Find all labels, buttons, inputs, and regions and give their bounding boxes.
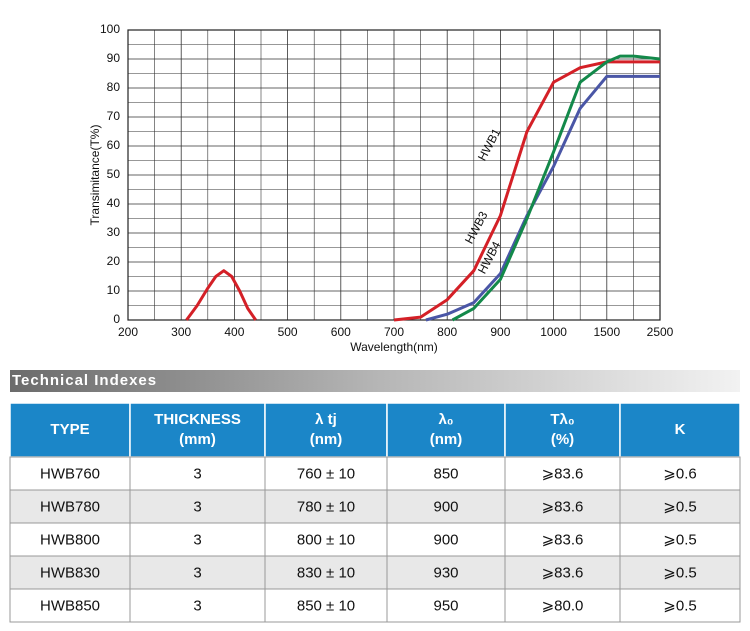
x-tick-label: 900 <box>490 325 510 339</box>
y-tick-label: 70 <box>107 109 121 123</box>
cell-text: 3 <box>193 498 201 515</box>
cell-text: 800 ± 10 <box>297 531 355 548</box>
section-title: Technical Indexes <box>12 372 157 389</box>
y-tick-label: 50 <box>107 167 121 181</box>
header-text: λ tj <box>315 411 337 428</box>
cell-text: HWB760 <box>40 465 100 482</box>
y-tick-label: 60 <box>107 138 121 152</box>
cell-text: HWB850 <box>40 597 100 614</box>
y-tick-label: 0 <box>113 312 120 326</box>
x-tick-label: 400 <box>224 325 244 339</box>
series-line <box>185 60 660 322</box>
table-cell <box>9 522 131 557</box>
curve-label: HWB3 <box>462 209 491 246</box>
header-text: (nm) <box>430 431 463 448</box>
table-cell <box>264 489 388 524</box>
cell-text: HWB830 <box>40 564 100 581</box>
cell-text: ⩾83.6 <box>542 564 584 581</box>
header-text: (mm) <box>179 431 216 448</box>
x-tick-label: 200 <box>118 325 138 339</box>
y-tick-label: 80 <box>107 80 121 94</box>
cell-text: 930 <box>433 564 458 581</box>
table-cell <box>9 489 131 524</box>
cell-text: ⩾0.5 <box>663 531 696 548</box>
y-tick-label: 20 <box>107 254 121 268</box>
cell-text: ⩾0.5 <box>663 597 696 614</box>
x-axis-label: Wavelength(nm) <box>350 340 438 354</box>
y-tick-label: 90 <box>107 51 121 65</box>
header-text: TYPE <box>50 421 89 438</box>
header-text: λ₀ <box>438 411 453 428</box>
x-tick-label: 800 <box>437 325 457 339</box>
table-cell <box>504 456 621 491</box>
cell-text: 850 ± 10 <box>297 597 355 614</box>
table-cell <box>619 522 741 557</box>
table-cell <box>264 555 388 590</box>
cell-text: 780 ± 10 <box>297 498 355 515</box>
table-cell <box>9 588 131 623</box>
table-cell <box>386 555 506 590</box>
y-tick-label: 10 <box>107 283 121 297</box>
y-tick-label: 30 <box>107 225 121 239</box>
x-tick-label: 600 <box>331 325 351 339</box>
cell-text: 3 <box>193 531 201 548</box>
cell-text: ⩾83.6 <box>542 498 584 515</box>
header-cell <box>129 402 266 458</box>
cell-text: 3 <box>193 564 201 581</box>
table-cell <box>504 489 621 524</box>
x-tick-label: 300 <box>171 325 191 339</box>
table-cell <box>619 456 741 491</box>
cell-text: ⩾83.6 <box>542 465 584 482</box>
cell-text: ⩾80.0 <box>542 597 584 614</box>
table-cell <box>386 588 506 623</box>
table-cell <box>264 456 388 491</box>
cell-text: ⩾0.5 <box>663 498 696 515</box>
header-cell <box>504 402 621 458</box>
y-axis-label: Transimitance(T%) <box>88 125 102 226</box>
table-cell <box>504 588 621 623</box>
header-cell <box>386 402 506 458</box>
cell-text: 830 ± 10 <box>297 564 355 581</box>
y-tick-label: 40 <box>107 196 121 210</box>
series-line <box>451 54 661 322</box>
table-cell <box>129 456 266 491</box>
header-text: (nm) <box>310 431 343 448</box>
table-cell <box>386 489 506 524</box>
cell-text: 950 <box>433 597 458 614</box>
cell-text: HWB800 <box>40 531 100 548</box>
header-text: Tλ₀ <box>550 411 574 428</box>
header-text: (%) <box>551 431 574 448</box>
table-cell <box>619 588 741 623</box>
cell-text: 760 ± 10 <box>297 465 355 482</box>
cell-text: ⩾0.6 <box>663 465 696 482</box>
cell-text: 3 <box>193 597 201 614</box>
table-cell <box>264 588 388 623</box>
cell-text: 900 <box>433 531 458 548</box>
table-cell <box>9 456 131 491</box>
x-tick-label: 500 <box>278 325 298 339</box>
header-text: K <box>675 421 686 438</box>
cell-text: 900 <box>433 498 458 515</box>
cell-text: HWB780 <box>40 498 100 515</box>
x-tick-label: 700 <box>384 325 404 339</box>
cell-text: 3 <box>193 465 201 482</box>
table-cell <box>619 555 741 590</box>
cell-text: 850 <box>433 465 458 482</box>
table-cell <box>386 456 506 491</box>
x-tick-label: 2500 <box>647 325 674 339</box>
section-banner <box>10 370 740 392</box>
x-tick-label: 1500 <box>593 325 620 339</box>
y-tick-label: 100 <box>100 22 120 36</box>
x-tick-label: 1000 <box>540 325 567 339</box>
header-cell <box>619 402 741 458</box>
table-cell <box>9 555 131 590</box>
header-text: THICKNESS <box>154 411 241 428</box>
table-cell <box>619 489 741 524</box>
cell-text: ⩾83.6 <box>542 531 584 548</box>
cell-text: ⩾0.5 <box>663 564 696 581</box>
